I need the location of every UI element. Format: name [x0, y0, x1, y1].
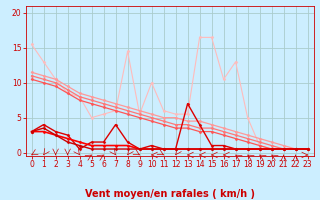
X-axis label: Vent moyen/en rafales ( km/h ): Vent moyen/en rafales ( km/h ) — [84, 189, 255, 199]
